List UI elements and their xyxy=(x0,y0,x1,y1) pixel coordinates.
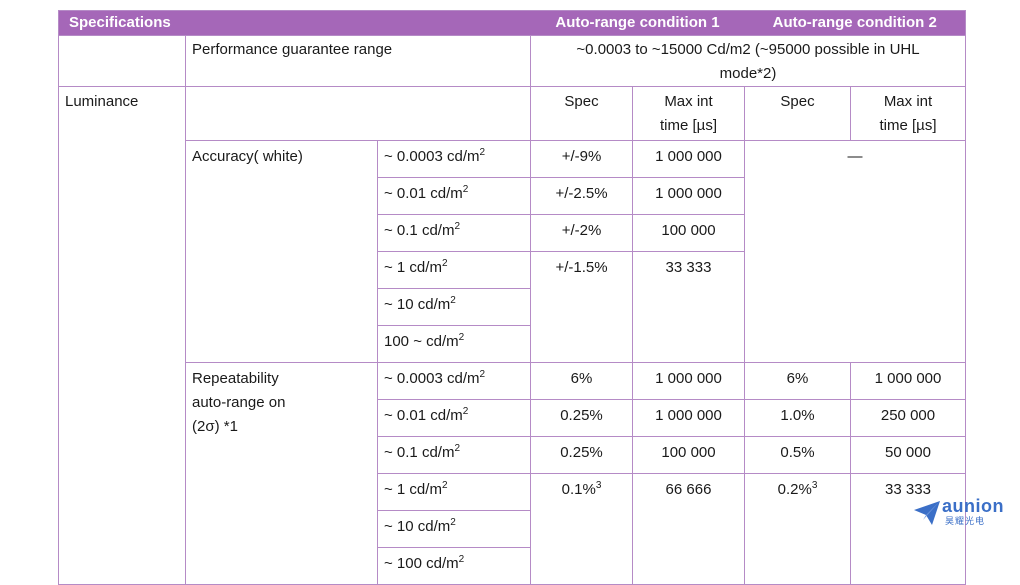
spec1-cell: 0.25% xyxy=(530,436,633,474)
table-row: ~ 1 cd/m2 +/-1.5% 33 333 xyxy=(59,251,966,363)
table-row: ~ 0.01 cd/m2 +/-2.5% 1 000 000 xyxy=(59,177,966,215)
time2-cell: 33 333 xyxy=(850,473,966,585)
time2-cell: 1 000 000 xyxy=(850,362,966,400)
header-blank xyxy=(377,10,531,36)
col-maxint2-line2: time [µs] xyxy=(879,117,937,134)
performance-row: Performance guarantee range ~0.0003 to ~… xyxy=(58,35,966,87)
time1-cell: 1 000 000 xyxy=(632,399,745,437)
accuracy-condition2-cell: — xyxy=(744,140,966,363)
repeatability-label-line2: auto-range on xyxy=(192,394,286,411)
range-cell: ~ 0.01 cd/m2 xyxy=(377,399,531,437)
repeatability-label-line3: (2σ) *1 xyxy=(192,418,238,435)
spec1-cell: 0.25% xyxy=(530,399,633,437)
accuracy-label: Accuracy( white) xyxy=(185,140,378,363)
header-specifications: Specifications xyxy=(58,10,186,36)
table-row: ~ 0.01 cd/m2 0.25% 1 000 000 1.0% 250 00… xyxy=(59,399,966,437)
spec1-cell: +/-1.5% xyxy=(530,251,633,363)
col-maxint2-line1: Max int xyxy=(883,93,933,110)
range-cell: ~ 0.0003 cd/m2 xyxy=(377,362,531,400)
col-maxint1-line1: Max int xyxy=(664,93,713,110)
header-condition2: Auto-range condition 2 xyxy=(744,10,966,36)
spec1-cell: 0.1%3 xyxy=(530,473,633,585)
specifications-table: Specifications Auto-range condition 1 Au… xyxy=(58,10,966,585)
performance-value: ~0.0003 to ~15000 Cd/m2 (~95000 possible… xyxy=(530,35,966,87)
time1-cell: 1 000 000 xyxy=(632,177,745,215)
table-row: Repeatability auto-range on (2σ) *1 ~ 0.… xyxy=(59,362,966,585)
col-maxint2: Max int time [µs] xyxy=(850,86,966,141)
range-cell: ~ 100 cd/m2 xyxy=(377,547,531,585)
range-cell: ~ 10 cd/m2 xyxy=(377,510,531,548)
spec1-cell: +/-2% xyxy=(530,214,633,252)
range-cell: ~ 0.1 cd/m2 xyxy=(377,214,531,252)
table-header-row: Specifications Auto-range condition 1 Au… xyxy=(58,10,966,36)
cell-empty xyxy=(58,35,186,87)
cell-empty xyxy=(185,86,531,141)
col-spec2: Spec xyxy=(744,86,851,141)
table-row: ~ 0.1 cd/m2 +/-2% 100 000 xyxy=(59,214,966,252)
table-row: ~ 10 cd/m2 xyxy=(59,288,966,326)
repeatability-label-line1: Repeatability xyxy=(192,370,279,387)
spec2-cell: 6% xyxy=(744,362,851,400)
time1-cell: 66 666 xyxy=(632,473,745,585)
time1-cell: 100 000 xyxy=(632,214,745,252)
time1-cell: 100 000 xyxy=(632,436,745,474)
table-row: Accuracy( white) ~ 0.0003 cd/m2 +/-9% 1 … xyxy=(59,140,966,363)
range-cell: ~ 1 cd/m2 xyxy=(377,473,531,511)
range-cell: ~ 1 cd/m2 xyxy=(377,251,531,289)
aunion-logo: aunion 昊耀光电 xyxy=(912,496,1012,528)
col-spec1: Spec xyxy=(530,86,633,141)
range-cell: ~ 0.01 cd/m2 xyxy=(377,177,531,215)
time1-cell: 33 333 xyxy=(632,251,745,363)
luminance-header-row: Luminance Spec Max int time [µs] Spec Ma… xyxy=(58,86,966,585)
time2-cell: 250 000 xyxy=(850,399,966,437)
range-cell: ~ 0.0003 cd/m2 xyxy=(377,140,531,178)
range-cell: 100 ~ cd/m2 xyxy=(377,325,531,363)
spec2-cell: 0.2%3 xyxy=(744,473,851,585)
luminance-label: Luminance xyxy=(58,86,186,585)
range-cell: ~ 0.1 cd/m2 xyxy=(377,436,531,474)
paper-plane-icon xyxy=(914,501,940,525)
spec2-cell: 1.0% xyxy=(744,399,851,437)
col-maxint1-line2: time [µs] xyxy=(660,117,717,134)
spec1-cell: 6% xyxy=(530,362,633,400)
logo-wordmark: aunion xyxy=(942,496,1004,516)
range-cell: ~ 10 cd/m2 xyxy=(377,288,531,326)
time1-cell: 1 000 000 xyxy=(632,362,745,400)
col-maxint1: Max int time [µs] xyxy=(632,86,745,141)
performance-value-line1: ~0.0003 to ~15000 Cd/m2 (~95000 possible… xyxy=(576,41,920,58)
accuracy-condition2-dash: — xyxy=(847,148,863,165)
header-condition1: Auto-range condition 1 xyxy=(530,10,745,36)
header-blank xyxy=(185,10,378,36)
performance-value-line2: mode*2) xyxy=(719,65,777,82)
spec1-cell: +/-2.5% xyxy=(530,177,633,215)
logo-chinese-text: 昊耀光电 xyxy=(945,516,986,526)
performance-label: Performance guarantee range xyxy=(185,35,531,87)
spec2-cell: 0.5% xyxy=(744,436,851,474)
time2-cell: 50 000 xyxy=(850,436,966,474)
time1-cell: 1 000 000 xyxy=(632,140,745,178)
table-row: 100 ~ cd/m2 xyxy=(59,325,966,363)
spec1-cell: +/-9% xyxy=(530,140,633,178)
repeatability-label: Repeatability auto-range on (2σ) *1 xyxy=(185,362,378,585)
